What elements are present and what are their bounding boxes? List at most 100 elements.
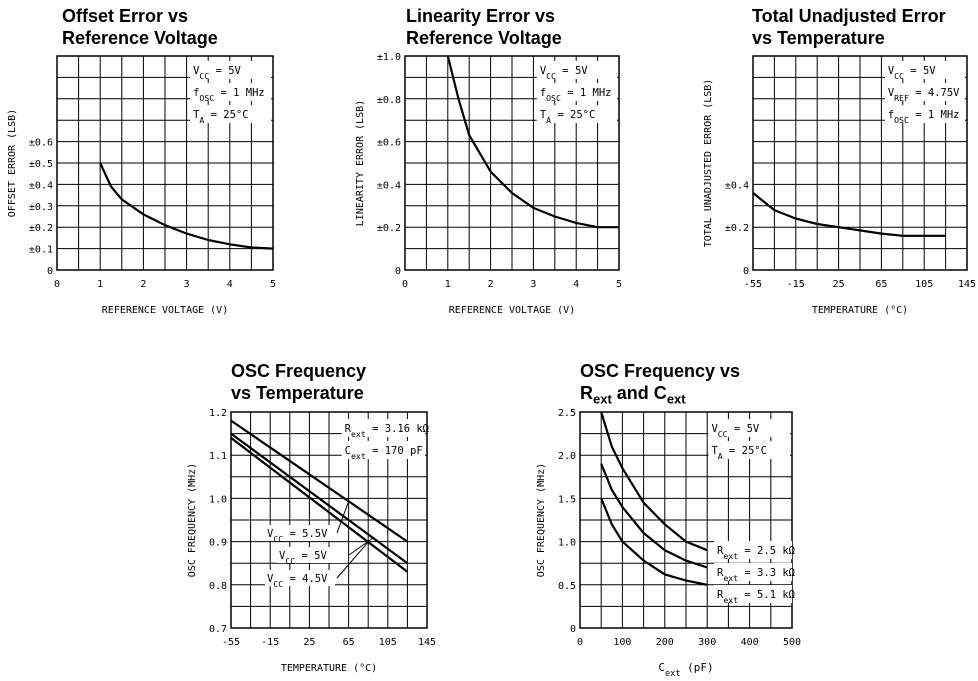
plot-frame <box>56 55 274 271</box>
series-label-bg <box>714 585 792 603</box>
x-tick-label: 3 <box>184 279 190 290</box>
annotation-bg <box>708 419 790 437</box>
y-tick-label: ±0.8 <box>377 95 401 106</box>
y-axis-label: OFFSET ERROR (LSB) <box>7 109 18 217</box>
chart-linearity: 0 1 2 3 4 5 0 ±0.2 ±0.4 ±0.6 ±0.8 ±1.0 REFERENCE VOL… <box>355 52 622 316</box>
series-line <box>230 437 409 573</box>
condition-label: VREF = 4.75V <box>888 87 960 103</box>
plot-frame <box>752 55 968 271</box>
x-tick-label: 4 <box>573 279 579 290</box>
x-tick-label: 5 <box>616 279 622 290</box>
chart-title-tue: Total Unadjusted Error vs Temperature <box>752 6 946 48</box>
x-tick-label: 145 <box>958 279 976 290</box>
y-axis-label: OSC FREQUENCY (MHz) <box>536 463 547 577</box>
y-tick-label: 0.9 <box>209 538 227 549</box>
leader-line <box>336 541 369 579</box>
series-label-bg <box>714 563 792 581</box>
annotation-bg <box>190 83 271 101</box>
x-tick-label: 4 <box>227 279 233 290</box>
x-axis-label: REFERENCE VOLTAGE (V) <box>102 305 228 316</box>
y-tick-label: ±0.4 <box>725 180 749 191</box>
chart-title-linearity: Linearity Error vs Reference Voltage <box>406 6 562 48</box>
series-label: Rext = 5.1 kΩ <box>717 589 795 605</box>
x-tick-label: -55 <box>744 279 762 290</box>
series-label: Rext = 2.5 kΩ <box>717 545 795 561</box>
y-tick-label: ±0.4 <box>377 180 401 191</box>
condition-label: fOSC = 1 MHz <box>193 87 265 103</box>
x-tick-label: 200 <box>656 637 674 648</box>
x-tick-label: 25 <box>833 279 845 290</box>
condition-label: Rext = 3.16 kΩ <box>345 423 429 439</box>
plot-frame <box>579 411 793 629</box>
y-axis-label: OSC FREQUENCY (MHz) <box>187 463 198 577</box>
series-line <box>600 463 708 569</box>
annotation-bg <box>341 441 425 459</box>
series-label: Rext = 3.3 kΩ <box>717 567 795 583</box>
plot-frame <box>230 411 428 629</box>
y-axis-label: LINEARITY ERROR (LSB) <box>355 100 366 226</box>
x-tick-label: -55 <box>222 637 240 648</box>
x-axis-label: Cext (pF) <box>658 661 713 679</box>
series-label-bg <box>265 525 335 541</box>
y-tick-label: ±0.2 <box>29 223 53 234</box>
series-label: VCC = 4.5V <box>267 573 328 589</box>
series-line <box>230 432 409 565</box>
x-tick-label: -15 <box>787 279 805 290</box>
x-tick-label: 400 <box>741 637 759 648</box>
y-tick-label: ±0.6 <box>29 138 53 149</box>
x-tick-label: 0 <box>577 637 583 648</box>
x-tick-label: 100 <box>613 637 631 648</box>
series-line <box>600 411 708 552</box>
condition-label: fOSC = 1 MHz <box>888 109 960 125</box>
condition-label: VCC = 5V <box>540 65 588 81</box>
series-line <box>230 419 409 543</box>
x-tick-label: 0 <box>402 279 408 290</box>
series-label-bg <box>265 570 335 586</box>
x-tick-label: 65 <box>875 279 887 290</box>
annotation-bg <box>536 83 617 101</box>
title-subscript: ext <box>593 391 612 407</box>
annotation-bg <box>536 105 617 123</box>
chart-title-osc-rc: OSC Frequency vs Rext and Cext <box>580 361 741 407</box>
series-line <box>752 192 946 237</box>
y-axis-label: TOTAL UNADJUSTED ERROR (LSB) <box>703 79 714 248</box>
condition-label: fOSC = 1 MHz <box>540 87 612 103</box>
condition-label: TA = 25°C <box>193 109 249 125</box>
y-tick-label: 2.0 <box>558 451 576 462</box>
annotation-bg <box>536 61 617 79</box>
y-tick-label: 1.0 <box>558 538 576 549</box>
y-tick-label: ±0.3 <box>29 202 53 213</box>
x-tick-label: 25 <box>303 637 315 648</box>
condition-label: TA = 25°C <box>711 445 767 461</box>
y-tick-label: 0 <box>47 266 53 277</box>
series-line <box>600 497 708 586</box>
title-subscript: ext <box>666 391 686 407</box>
y-tick-label: ±0.1 <box>29 245 53 256</box>
y-tick-label: 0.7 <box>209 624 227 635</box>
y-tick-label: 0 <box>570 624 576 635</box>
series-label-bg <box>714 541 792 559</box>
series-label-bg <box>277 547 347 563</box>
y-tick-label: ±1.0 <box>377 52 401 63</box>
y-tick-label: ±0.2 <box>377 223 401 234</box>
x-tick-label: 65 <box>343 637 355 648</box>
y-tick-label: 0.5 <box>558 581 576 592</box>
condition-label: VCC = 5V <box>711 423 759 439</box>
condition-label: Cext = 170 pF <box>345 445 423 461</box>
x-tick-label: 105 <box>379 637 397 648</box>
y-tick-label: 0.8 <box>209 581 227 592</box>
y-tick-label: 1.2 <box>209 408 227 419</box>
chart-tue: -55 -15 25 65 105 145 0 ±0.2 ±0.4 TEMPERATURE (°C… <box>703 55 976 316</box>
series-label: VCC = 5V <box>279 550 327 566</box>
x-tick-label: 145 <box>418 637 436 648</box>
y-tick-label: ±0.6 <box>377 138 401 149</box>
y-tick-label: 0 <box>743 266 749 277</box>
annotation-bg <box>884 61 965 79</box>
chart-title-osc-temp: OSC Frequency vs Temperature <box>231 361 367 403</box>
chart-osc_temp: -55 -15 25 65 105 145 0.7 0.8 0.9 1.0 1.1 1.2 TEMPER… <box>187 408 436 674</box>
condition-label: VCC = 5V <box>193 65 241 81</box>
x-tick-label: -15 <box>261 637 279 648</box>
x-tick-label: 105 <box>915 279 933 290</box>
x-tick-label: 2 <box>140 279 146 290</box>
